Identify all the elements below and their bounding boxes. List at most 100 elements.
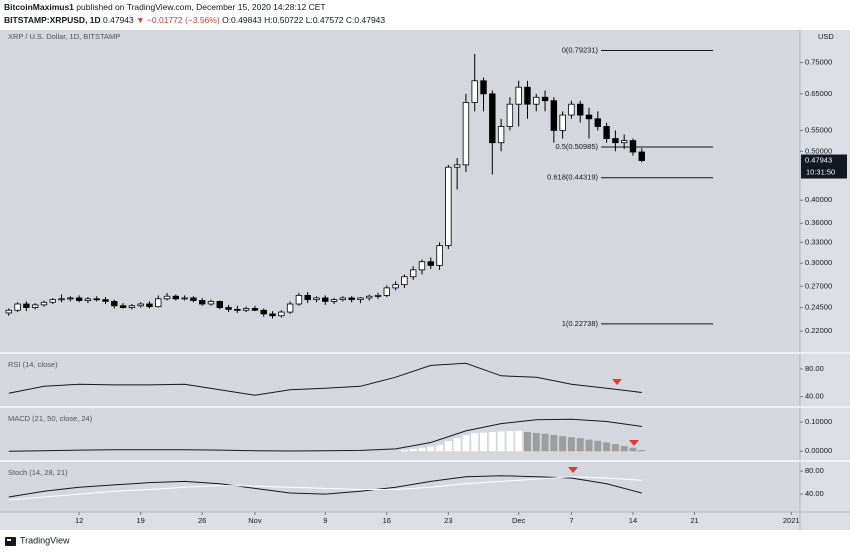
histogram-bar	[532, 432, 540, 452]
candle-body	[453, 164, 461, 168]
candle-body	[471, 80, 478, 103]
candle-body	[612, 138, 619, 144]
y-tick-label: 0.10000	[805, 417, 832, 426]
candle-body	[559, 114, 566, 131]
candle-body	[568, 103, 575, 116]
candle-body	[67, 297, 74, 300]
candle-body	[225, 307, 232, 310]
pane-title: RSI (14, close)	[8, 360, 58, 369]
candle-body	[550, 100, 558, 131]
x-tick-label: 14	[629, 516, 637, 525]
candle-body	[128, 305, 136, 308]
histogram-bar	[629, 447, 637, 452]
candle-body	[620, 140, 628, 144]
histogram-bar	[471, 433, 479, 452]
candle-body	[242, 308, 250, 311]
histogram-bar	[611, 443, 619, 452]
histogram-bar	[436, 444, 444, 452]
x-tick-label: 16	[383, 516, 391, 525]
candle-body	[489, 93, 496, 144]
candle-body	[427, 261, 434, 266]
candle-body	[348, 297, 355, 301]
annotation-arrow	[629, 440, 639, 446]
candle-body	[515, 86, 522, 105]
time-axis-background	[0, 512, 850, 530]
x-tick-label: 7	[569, 516, 573, 525]
candle-body	[304, 294, 311, 301]
candle-body	[594, 118, 602, 127]
histogram-bar	[620, 446, 628, 452]
y-tick-label: 0.24500	[805, 303, 832, 312]
indicator-line	[8, 475, 642, 498]
y-tick-label: 0.36000	[805, 218, 832, 227]
y-tick-label: 0.40000	[805, 195, 832, 204]
candle-body	[418, 261, 426, 271]
candle-body	[84, 298, 92, 301]
candle-body	[374, 294, 382, 297]
histogram-bar	[541, 433, 549, 452]
candle-body	[102, 299, 109, 302]
candle-body	[23, 303, 30, 308]
y-tick-label: 0.33000	[805, 237, 832, 246]
candle-body	[93, 298, 100, 301]
y-tick-label: 0.27000	[805, 281, 832, 290]
y-tick-label: 0.75000	[805, 57, 832, 66]
x-tick-label: 2021	[783, 516, 800, 525]
x-tick-label: Nov	[248, 516, 262, 525]
candle-body	[146, 303, 153, 308]
candle-body	[392, 284, 399, 289]
candle-body	[445, 166, 452, 247]
change: ▼ −0.01772 (−3.56%)	[136, 15, 220, 25]
indicator-line	[8, 418, 642, 452]
histogram-bar	[409, 448, 417, 452]
candle-body	[480, 80, 487, 95]
candle-body	[541, 96, 549, 102]
candle-body	[111, 300, 118, 307]
candle-body	[155, 298, 162, 308]
x-tick-label: 21	[690, 516, 698, 525]
x-tick-label: Dec	[512, 516, 526, 525]
pane-title: Stoch (14, 28, 21)	[8, 468, 68, 477]
candle-body	[409, 269, 417, 278]
pane-title: MACD (21, 50, close, 24)	[8, 414, 93, 423]
candle-body	[172, 295, 180, 300]
candle-body	[462, 102, 470, 166]
candle-body	[234, 308, 241, 311]
candle-body	[585, 114, 593, 120]
candle-body	[137, 303, 144, 307]
histogram-bar	[488, 432, 496, 452]
axis-unit: USD	[818, 32, 834, 41]
histogram-bar	[480, 432, 488, 452]
candle-body	[577, 103, 584, 116]
candle-body	[603, 126, 610, 139]
x-tick-label: 19	[136, 516, 144, 525]
symbol: BITSTAMP:XRPUSD, 1D	[4, 15, 101, 25]
histogram-bar	[444, 441, 452, 452]
y-tick-label: 0.65000	[805, 89, 832, 98]
candle-body	[190, 297, 197, 301]
histogram-bar	[559, 436, 567, 452]
y-tick-label: 0.50000	[805, 146, 832, 155]
annotation-arrow	[612, 379, 622, 385]
histogram-bar	[523, 432, 531, 452]
candle-body	[638, 151, 645, 161]
footer-brand: TradingView	[20, 535, 70, 545]
candle-body	[401, 276, 408, 286]
x-tick-label: 23	[444, 516, 452, 525]
price-tag-label: 0.47943	[805, 155, 832, 164]
footer-logo	[5, 537, 16, 546]
candle-body	[207, 300, 215, 305]
candle-body	[163, 295, 171, 300]
price-axis-background	[800, 30, 850, 512]
price-tag	[801, 154, 847, 167]
histogram-bar	[638, 450, 646, 452]
candle-body	[181, 297, 188, 300]
candle-body	[40, 301, 48, 306]
fib-label: 0.618(0.44319)	[547, 173, 598, 182]
candle-body	[357, 297, 364, 301]
fib-label: 0.5(0.50985)	[555, 142, 598, 151]
histogram-bar	[427, 446, 435, 452]
countdown-label: 10:31:50	[806, 167, 835, 176]
candle-body	[436, 245, 443, 266]
candle-body	[313, 297, 320, 301]
